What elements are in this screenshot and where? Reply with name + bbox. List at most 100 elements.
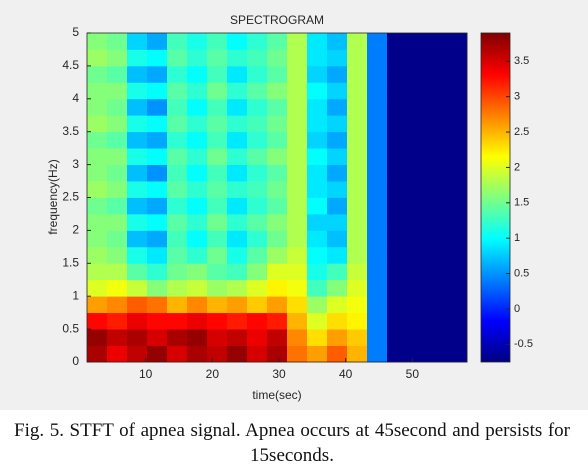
cell [207,115,228,133]
cell [287,345,308,363]
cell [207,312,228,330]
cell [287,246,308,264]
cell [447,312,468,330]
colorbar [480,32,511,363]
cell [87,230,108,248]
colorbar-tick-label: -0.5 [514,338,533,350]
cell [387,246,408,264]
cell [327,213,348,231]
cell [347,296,368,314]
cell [107,246,128,264]
cell [267,131,288,149]
cell [447,263,468,281]
cell [307,65,328,83]
cell [227,246,248,264]
cell [407,82,428,100]
cell [427,65,448,83]
cell [367,131,388,149]
cell [167,263,188,281]
cell [167,148,188,165]
cell [327,230,348,248]
cell [287,197,308,215]
cell [167,115,188,133]
cell [347,312,368,330]
cell [127,65,148,83]
cell [387,329,408,346]
cell [327,197,348,215]
cell [447,329,468,346]
cell [387,98,408,116]
cell [447,279,468,297]
cell [427,98,448,116]
cell [327,329,348,346]
cell [147,65,168,83]
cell [167,345,188,363]
cell [447,296,468,314]
cell [367,148,388,165]
cell [327,181,348,198]
cell [147,213,168,231]
y-tick-label: 3 [72,157,79,171]
cell [207,49,228,67]
cell [447,82,468,100]
cell [127,213,148,231]
cell [207,82,228,100]
cell [107,279,128,297]
cell [367,82,388,100]
x-tick-label: 40 [339,367,353,381]
cell [287,329,308,346]
cell [347,246,368,264]
cell [407,197,428,215]
cell [387,230,408,248]
cell [407,164,428,182]
cell [387,213,408,231]
cell [327,82,348,100]
cell [187,263,208,281]
cell [187,329,208,346]
cell [307,115,328,133]
cell [267,263,288,281]
cell [347,49,368,67]
cell [447,33,468,50]
cell [287,312,308,330]
cell [307,98,328,116]
cell [287,65,308,83]
cell [267,82,288,100]
cell [167,49,188,67]
cell [187,296,208,314]
cell [207,345,228,363]
cell [307,279,328,297]
cell [427,181,448,198]
cell [307,312,328,330]
cell [427,246,448,264]
cell [307,263,328,281]
cell [327,246,348,264]
cell [167,230,188,248]
cell [147,230,168,248]
cell [147,279,168,297]
cell [287,115,308,133]
cell [267,115,288,133]
cell [127,197,148,215]
cell [447,49,468,67]
cell [207,279,228,297]
cell [107,345,128,363]
cell [307,345,328,363]
cell [267,148,288,165]
cell [347,230,368,248]
colorbar-tick-label: 3 [514,91,520,103]
cell [207,131,228,149]
cell [427,49,448,67]
x-tick-label: 20 [206,367,220,381]
cell [227,329,248,346]
cell [367,230,388,248]
cell [307,329,328,346]
cell [227,197,248,215]
cell [367,312,388,330]
cell [87,345,108,363]
caption: Fig. 5. STFT of apnea signal. Apnea occu… [14,420,570,466]
cell [407,345,428,363]
cell [347,131,368,149]
cell [387,181,408,198]
cell [287,164,308,182]
